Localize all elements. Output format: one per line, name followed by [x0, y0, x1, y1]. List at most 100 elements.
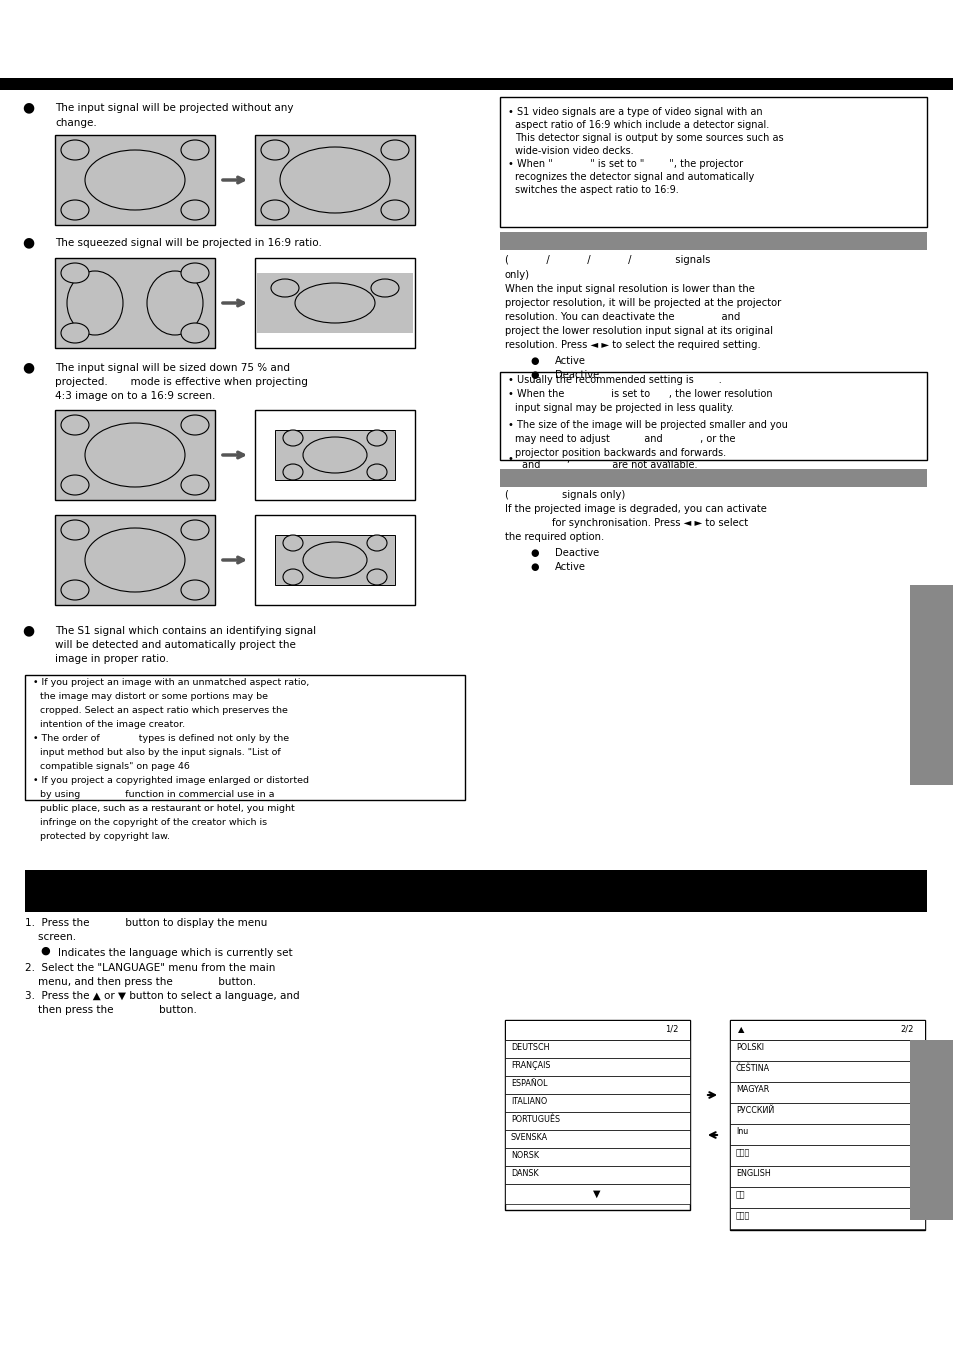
Text: РУССКИЙ: РУССКИЙ — [735, 1106, 774, 1115]
Text: 한국어: 한국어 — [735, 1148, 749, 1156]
Bar — [729, 1020, 924, 1040]
Ellipse shape — [61, 323, 89, 343]
Text: DANSK: DANSK — [511, 1169, 538, 1178]
Ellipse shape — [61, 263, 89, 282]
Text: ČEŠTINA: ČEŠTINA — [735, 1065, 769, 1073]
Text: POLSKI: POLSKI — [735, 1043, 763, 1052]
Ellipse shape — [61, 476, 89, 494]
Text: compatible signals" on page 46: compatible signals" on page 46 — [40, 762, 190, 771]
Text: will be detected and automatically project the: will be detected and automatically proje… — [55, 640, 295, 650]
Bar — [504, 1094, 689, 1112]
Text: SVENSKA: SVENSKA — [511, 1133, 548, 1142]
Text: DEUTSCH: DEUTSCH — [511, 1043, 549, 1052]
Ellipse shape — [85, 150, 185, 209]
Bar — [55, 258, 214, 349]
Ellipse shape — [271, 280, 298, 297]
Text: 4:3 image on to a 16:9 screen.: 4:3 image on to a 16:9 screen. — [55, 390, 215, 401]
Bar — [499, 97, 926, 227]
Text: input signal may be projected in less quality.: input signal may be projected in less qu… — [515, 403, 733, 413]
Text: 2/2: 2/2 — [899, 1025, 912, 1034]
Bar — [499, 469, 926, 486]
Text: Inu: Inu — [735, 1127, 747, 1136]
Text: cropped. Select an aspect ratio which preserves the: cropped. Select an aspect ratio which pr… — [40, 707, 288, 715]
Ellipse shape — [61, 200, 89, 220]
Bar — [499, 372, 926, 459]
Text: MAGYAR: MAGYAR — [735, 1085, 768, 1094]
Bar — [504, 1075, 689, 1094]
Ellipse shape — [181, 520, 209, 540]
Text: ●: ● — [40, 946, 50, 957]
Bar — [25, 870, 926, 912]
Ellipse shape — [67, 272, 123, 335]
Text: • The order of             types is defined not only by the: • The order of types is defined not only… — [33, 734, 289, 743]
Text: resolution. You can deactivate the               and: resolution. You can deactivate the and — [504, 312, 740, 322]
Text: the required option.: the required option. — [504, 532, 603, 542]
Ellipse shape — [283, 535, 303, 551]
Bar — [909, 1040, 953, 1220]
Ellipse shape — [380, 141, 409, 159]
Ellipse shape — [61, 520, 89, 540]
Bar — [504, 1148, 689, 1166]
Text: 日本語: 日本語 — [735, 1210, 749, 1220]
Ellipse shape — [61, 580, 89, 600]
Text: wide-vision video decks.: wide-vision video decks. — [515, 146, 633, 155]
Ellipse shape — [85, 528, 185, 592]
Text: ESPAÑOL: ESPAÑOL — [511, 1079, 547, 1088]
Bar — [55, 135, 214, 226]
Text: switches the aspect ratio to 16:9.: switches the aspect ratio to 16:9. — [515, 185, 678, 195]
Ellipse shape — [294, 282, 375, 323]
Ellipse shape — [261, 141, 289, 159]
Text: projector position backwards and forwards.: projector position backwards and forward… — [515, 449, 725, 458]
Text: • When the               is set to      , the lower resolution: • When the is set to , the lower resolut… — [507, 389, 772, 399]
Bar — [729, 1146, 924, 1166]
Ellipse shape — [61, 141, 89, 159]
Bar — [729, 1208, 924, 1229]
Text: ●: ● — [22, 235, 34, 249]
Text: ●: ● — [530, 549, 537, 558]
Ellipse shape — [181, 323, 209, 343]
Bar — [729, 1061, 924, 1082]
Bar — [25, 676, 464, 800]
Ellipse shape — [181, 263, 209, 282]
Text: When the input signal resolution is lower than the: When the input signal resolution is lowe… — [504, 284, 754, 295]
Text: • S1 video signals are a type of video signal with an: • S1 video signals are a type of video s… — [507, 107, 761, 118]
Text: ●: ● — [530, 357, 537, 366]
Text: Deactive: Deactive — [555, 370, 598, 380]
Text: • Usually the recommended setting is        .: • Usually the recommended setting is . — [507, 376, 721, 385]
Ellipse shape — [367, 430, 387, 446]
Ellipse shape — [380, 200, 409, 220]
Text: change.: change. — [55, 118, 96, 128]
Bar — [254, 515, 415, 605]
Text: ▼: ▼ — [593, 1189, 600, 1198]
Bar — [729, 1020, 924, 1229]
Ellipse shape — [283, 569, 303, 585]
Text: public place, such as a restaurant or hotel, you might: public place, such as a restaurant or ho… — [40, 804, 294, 813]
Text: 1.  Press the           button to display the menu: 1. Press the button to display the menu — [25, 917, 267, 928]
Text: project the lower resolution input signal at its original: project the lower resolution input signa… — [504, 326, 772, 336]
Ellipse shape — [367, 569, 387, 585]
Bar — [55, 515, 214, 605]
Text: recognizes the detector signal and automatically: recognizes the detector signal and autom… — [515, 172, 754, 182]
Bar — [254, 135, 415, 226]
Text: for synchronisation. Press ◄ ► to select: for synchronisation. Press ◄ ► to select — [504, 517, 747, 528]
Text: This detector signal is output by some sources such as: This detector signal is output by some s… — [515, 132, 782, 143]
Text: may need to adjust           and            , or the: may need to adjust and , or the — [515, 434, 735, 444]
Bar — [274, 430, 395, 480]
Bar — [0, 78, 953, 91]
Bar — [504, 1020, 689, 1210]
Ellipse shape — [61, 415, 89, 435]
Text: 中文: 中文 — [735, 1190, 744, 1198]
Ellipse shape — [181, 415, 209, 435]
Text: ●: ● — [530, 370, 537, 380]
Bar — [729, 1082, 924, 1102]
Text: intention of the image creator.: intention of the image creator. — [40, 720, 185, 730]
Bar — [729, 1102, 924, 1124]
Ellipse shape — [261, 200, 289, 220]
Text: screen.: screen. — [25, 932, 76, 942]
Text: aspect ratio of 16:9 which include a detector signal.: aspect ratio of 16:9 which include a det… — [515, 120, 768, 130]
Bar — [504, 1112, 689, 1129]
Ellipse shape — [283, 463, 303, 480]
Text: If the projected image is degraded, you can activate: If the projected image is degraded, you … — [504, 504, 766, 513]
Text: 3.  Press the ▲ or ▼ button to select a language, and: 3. Press the ▲ or ▼ button to select a l… — [25, 992, 299, 1001]
Text: Indicates the language which is currently set: Indicates the language which is currentl… — [58, 948, 293, 958]
